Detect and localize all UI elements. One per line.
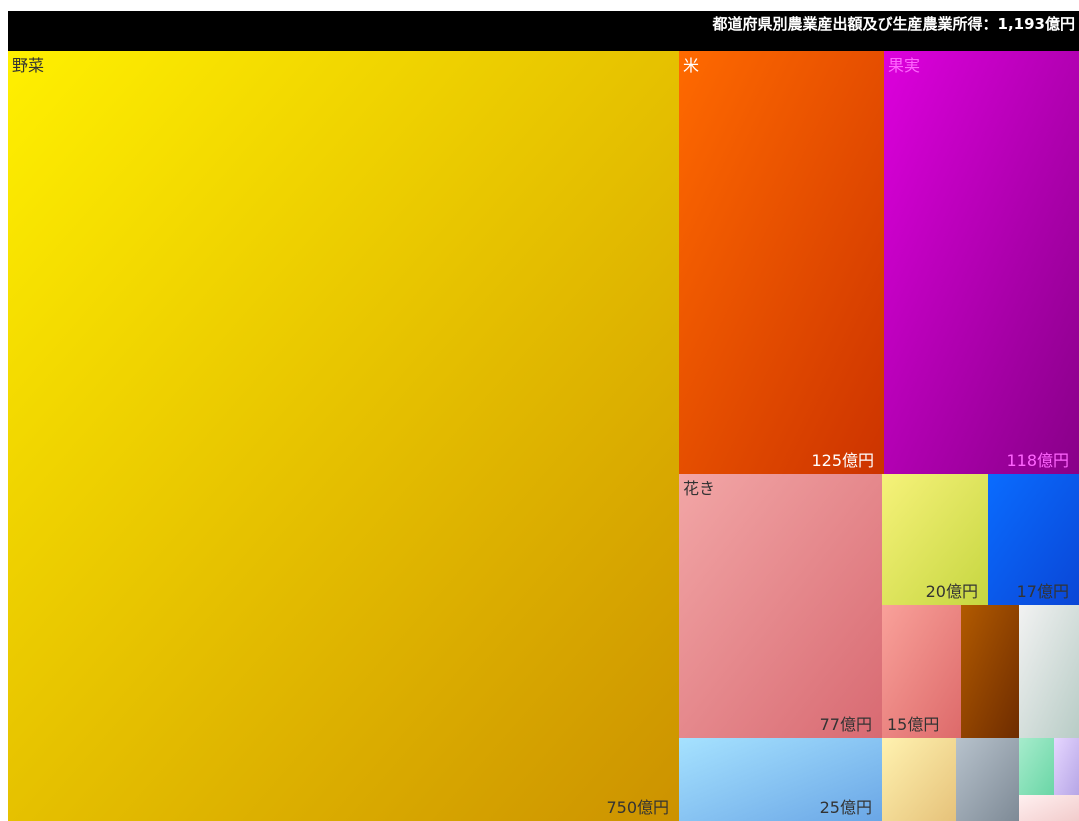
treemap-tile-value-3: 77億円	[820, 715, 872, 734]
treemap-tile-label-2: 果実	[888, 56, 920, 75]
treemap-tile-value-7: 15億円	[887, 715, 939, 734]
treemap-tile-2[interactable]	[884, 51, 1079, 474]
treemap-tile-1[interactable]	[679, 51, 884, 474]
treemap-tile-value-2: 118億円	[1006, 451, 1069, 470]
treemap-tile-0[interactable]	[8, 51, 679, 821]
treemap-tile-9[interactable]	[1019, 605, 1079, 738]
treemap-tile-13[interactable]	[1054, 738, 1079, 795]
treemap-tile-4[interactable]	[679, 738, 882, 821]
treemap-tile-value-6: 17億円	[1017, 582, 1069, 601]
treemap-tile-value-1: 125億円	[811, 451, 874, 470]
treemap-tile-value-5: 20億円	[926, 582, 978, 601]
treemap-tile-12[interactable]	[1019, 738, 1054, 795]
treemap-tile-11[interactable]	[956, 738, 1019, 821]
treemap-tile-7[interactable]	[882, 605, 961, 738]
treemap-tile-3[interactable]	[679, 474, 882, 738]
treemap-tile-value-4: 25億円	[820, 798, 872, 817]
chart-title: 都道府県別農業産出額及び生産農業所得：1,193億円	[712, 15, 1075, 33]
treemap-tile-8[interactable]	[961, 605, 1019, 738]
treemap-tile-value-0: 750億円	[606, 798, 669, 817]
chart-header-bar: 都道府県別農業産出額及び生産農業所得：1,193億円	[8, 11, 1079, 51]
treemap-tile-10[interactable]	[882, 738, 956, 821]
treemap-tile-label-0: 野菜	[12, 56, 44, 75]
treemap-tile-5[interactable]	[882, 474, 988, 605]
treemap-tile-label-3: 花き	[683, 479, 715, 498]
treemap-tile-6[interactable]	[988, 474, 1079, 605]
treemap-tile-14[interactable]	[1019, 795, 1079, 821]
treemap-tile-label-1: 米	[683, 56, 699, 75]
